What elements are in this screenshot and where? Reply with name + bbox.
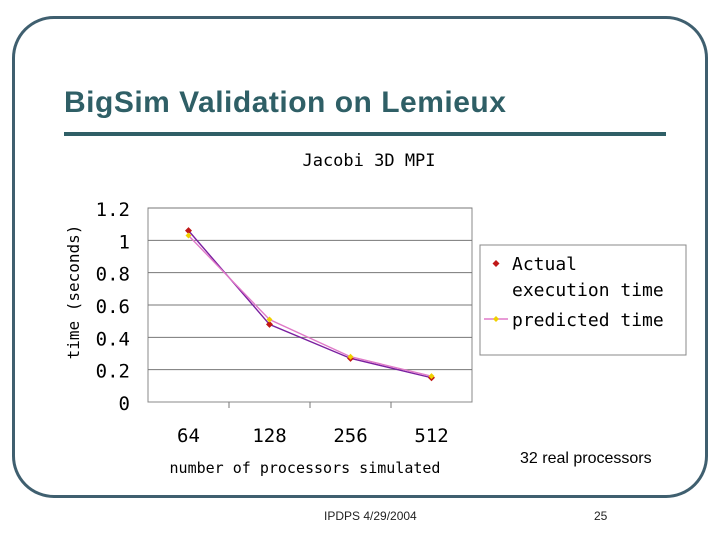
- data-point: [185, 232, 192, 239]
- legend-box: [479, 244, 687, 356]
- x-tick-label: 64: [177, 425, 200, 447]
- y-tick-label: 0.4: [96, 328, 130, 350]
- x-axis-label: number of processors simulated: [170, 459, 441, 477]
- y-tick-label: 1: [119, 231, 130, 253]
- slide-frame: [12, 16, 708, 498]
- title-rule: [64, 132, 666, 136]
- y-tick-label: 1.2: [96, 199, 130, 221]
- y-tick-label: 0.6: [96, 296, 130, 318]
- y-axis-label: time (seconds): [64, 225, 83, 360]
- data-point: [347, 353, 354, 360]
- legend-label-actual: Actual: [512, 254, 577, 275]
- note-real-processors: 32 real processors: [520, 450, 652, 467]
- y-tick-label: 0: [119, 393, 130, 415]
- legend-label-actual: execution time: [512, 280, 664, 301]
- series-line-1: [187, 230, 432, 379]
- series-line-2: [187, 234, 432, 377]
- legend-label-predicted: predicted time: [512, 310, 664, 331]
- data-point: [266, 316, 273, 323]
- chart-title: Jacobi 3D MPI: [302, 151, 435, 171]
- page-number: 25: [594, 509, 608, 523]
- data-point: [266, 320, 273, 328]
- legend-marker-actual: [492, 260, 500, 267]
- y-tick-label: 0.8: [96, 264, 130, 286]
- x-tick-label: 512: [414, 425, 448, 447]
- data-point: [428, 373, 435, 380]
- data-point: [185, 227, 192, 235]
- y-tick-label: 0.2: [96, 361, 130, 383]
- legend-marker-predicted: [493, 316, 499, 322]
- footer-text: IPDPS 4/29/2004: [324, 509, 417, 523]
- slide-title: BigSim Validation on Lemieux: [64, 86, 507, 119]
- x-tick-label: 256: [333, 425, 367, 447]
- x-tick-label: 128: [252, 425, 286, 447]
